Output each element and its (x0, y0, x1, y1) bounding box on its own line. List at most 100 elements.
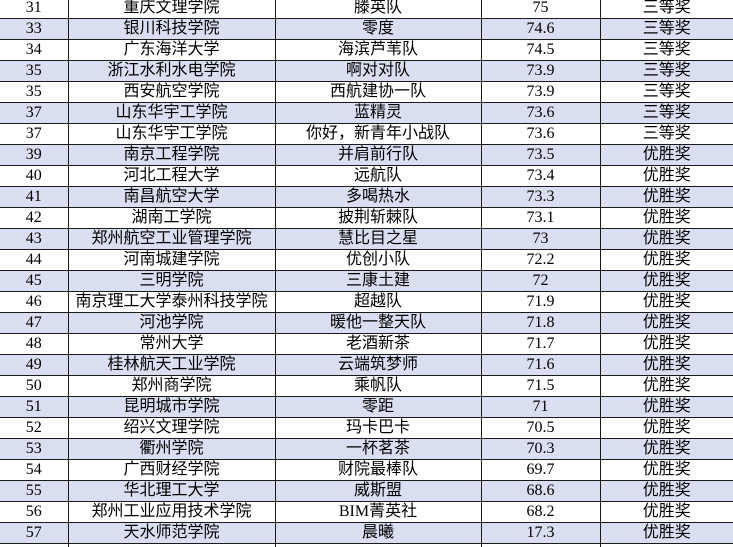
cell-award: 三等奖 (599, 39, 733, 61)
cell-award: 优胜奖 (599, 501, 733, 523)
cell-score: 68.6 (480, 480, 601, 502)
cell-award: 优胜奖 (599, 312, 733, 334)
cell-award: 三等奖 (599, 18, 733, 40)
cell-rank: 39 (0, 144, 69, 166)
cell-score: 71.6 (480, 354, 601, 376)
cell-team: 老酒新茶 (274, 333, 482, 355)
cell-university: 银川科技学院 (67, 18, 276, 40)
cell-rank: 45 (0, 270, 69, 292)
cell-team: 慧比目之星 (274, 228, 482, 250)
cell-rank: 35 (0, 60, 69, 82)
cell-university: 浙江水利水电学院 (67, 60, 276, 82)
cell-university: 郑州工业应用技术学院 (67, 501, 276, 523)
cell-award: 优胜奖 (599, 522, 733, 544)
cell-award: 优胜奖 (599, 270, 733, 292)
cell-empty (274, 543, 482, 547)
table-row: 50 郑州商学院 乘帆队 71.5 优胜奖 (0, 375, 733, 397)
table-row-partial (0, 543, 733, 547)
cell-score: 74.6 (480, 18, 601, 40)
cell-team: 一杯茗茶 (274, 438, 482, 460)
cell-award: 三等奖 (599, 102, 733, 124)
cell-team: 你好，新青年小战队 (274, 123, 482, 145)
cell-team: 零度 (274, 18, 482, 40)
cell-team: 披荆斩棘队 (274, 207, 482, 229)
table-row: 43 郑州航空工业管理学院 慧比目之星 73 优胜奖 (0, 228, 733, 250)
cell-award: 优胜奖 (599, 186, 733, 208)
table-row: 53 衢州学院 一杯茗茶 70.3 优胜奖 (0, 438, 733, 460)
cell-rank: 49 (0, 354, 69, 376)
table-row: 51 昆明城市学院 零距 71 优胜奖 (0, 396, 733, 418)
cell-award: 优胜奖 (599, 144, 733, 166)
cell-team: 乘帆队 (274, 375, 482, 397)
table-row: 33 银川科技学院 零度 74.6 三等奖 (0, 18, 733, 40)
table-row: 54 广西财经学院 财院最棒队 69.7 优胜奖 (0, 459, 733, 481)
cell-score: 73.9 (480, 81, 601, 103)
cell-university: 南京工程学院 (67, 144, 276, 166)
cell-empty (67, 543, 276, 547)
table-row: 44 河南城建学院 优创小队 72.2 优胜奖 (0, 249, 733, 271)
cell-team: 啊对对队 (274, 60, 482, 82)
cell-award: 优胜奖 (599, 333, 733, 355)
cell-score: 72 (480, 270, 601, 292)
cell-rank: 57 (0, 522, 69, 544)
cell-rank: 53 (0, 438, 69, 460)
table-row: 34 广东海洋大学 海滨芦苇队 74.5 三等奖 (0, 39, 733, 61)
table-row: 37 山东华宇工学院 你好，新青年小战队 73.6 三等奖 (0, 123, 733, 145)
cell-score: 71 (480, 396, 601, 418)
cell-score: 70.3 (480, 438, 601, 460)
cell-score: 69.7 (480, 459, 601, 481)
table-row: 37 山东华宇工学院 蓝精灵 73.6 三等奖 (0, 102, 733, 124)
cell-team: 海滨芦苇队 (274, 39, 482, 61)
cell-team: 三康土建 (274, 270, 482, 292)
cell-score: 73 (480, 228, 601, 250)
cell-rank: 31 (0, 0, 69, 19)
cell-award: 三等奖 (599, 123, 733, 145)
cell-team: 财院最棒队 (274, 459, 482, 481)
cell-award: 优胜奖 (599, 480, 733, 502)
table-row: 49 桂林航天工业学院 云端筑梦师 71.6 优胜奖 (0, 354, 733, 376)
table-row: 31 重庆文理学院 滕英队 75 三等奖 (0, 0, 733, 19)
table-row: 57 天水师范学院 晨曦 17.3 优胜奖 (0, 522, 733, 544)
cell-rank: 48 (0, 333, 69, 355)
cell-score: 73.6 (480, 123, 601, 145)
cell-score: 73.3 (480, 186, 601, 208)
table-row: 56 郑州工业应用技术学院 BIM菁英社 68.2 优胜奖 (0, 501, 733, 523)
cell-score: 73.9 (480, 60, 601, 82)
cell-university: 华北理工大学 (67, 480, 276, 502)
cell-university: 衢州学院 (67, 438, 276, 460)
cell-rank: 56 (0, 501, 69, 523)
cell-university: 山东华宇工学院 (67, 102, 276, 124)
cell-team: 暖他一整天队 (274, 312, 482, 334)
cell-team: 西航建协一队 (274, 81, 482, 103)
cell-award: 优胜奖 (599, 249, 733, 271)
cell-university: 天水师范学院 (67, 522, 276, 544)
table-row: 46 南京理工大学泰州科技学院 超越队 71.9 优胜奖 (0, 291, 733, 313)
cell-rank: 37 (0, 123, 69, 145)
cell-empty (599, 543, 733, 547)
cell-award: 优胜奖 (599, 417, 733, 439)
cell-award: 优胜奖 (599, 207, 733, 229)
cell-team: 云端筑梦师 (274, 354, 482, 376)
table-row: 35 浙江水利水电学院 啊对对队 73.9 三等奖 (0, 60, 733, 82)
cell-university: 河北工程大学 (67, 165, 276, 187)
cell-score: 68.2 (480, 501, 601, 523)
cell-rank: 41 (0, 186, 69, 208)
table-row: 47 河池学院 暖他一整天队 71.8 优胜奖 (0, 312, 733, 334)
cell-award: 三等奖 (599, 81, 733, 103)
cell-team: 零距 (274, 396, 482, 418)
cell-rank: 55 (0, 480, 69, 502)
cell-university: 重庆文理学院 (67, 0, 276, 19)
table-row: 45 三明学院 三康土建 72 优胜奖 (0, 270, 733, 292)
cell-score: 74.5 (480, 39, 601, 61)
cell-rank: 42 (0, 207, 69, 229)
cell-rank: 35 (0, 81, 69, 103)
cell-university: 绍兴文理学院 (67, 417, 276, 439)
cell-score: 73.1 (480, 207, 601, 229)
cell-rank: 46 (0, 291, 69, 313)
cell-team: BIM菁英社 (274, 501, 482, 523)
cell-university: 山东华宇工学院 (67, 123, 276, 145)
cell-award: 优胜奖 (599, 396, 733, 418)
